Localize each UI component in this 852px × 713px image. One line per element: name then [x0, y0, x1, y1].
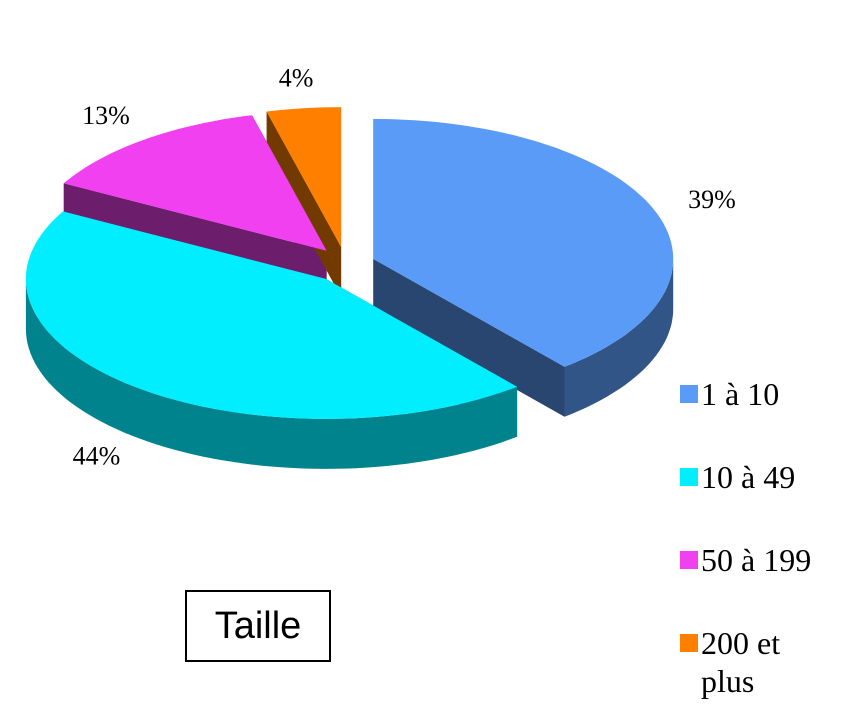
slice: [266, 107, 342, 248]
slice: [63, 115, 327, 251]
slice-cut-face: [266, 111, 342, 298]
legend-label: 200 et plus: [701, 625, 781, 699]
slice-cut-face: [373, 258, 565, 417]
data-label: 13%: [82, 101, 130, 130]
slice-side: [25, 278, 518, 469]
data-label: 44%: [73, 441, 121, 470]
legend-swatch: [680, 551, 698, 569]
slice: [373, 118, 674, 367]
legend-item: 10 à 49: [680, 458, 840, 496]
chart-title: Taille: [185, 590, 331, 662]
legend-swatch: [680, 634, 698, 652]
legend: 1 à 10 10 à 49 50 à 199 200 et plus: [680, 375, 840, 713]
tops: [25, 107, 674, 419]
data-label: 4%: [279, 63, 314, 92]
legend-label: 10 à 49: [701, 459, 796, 495]
legend-swatch: [680, 468, 698, 486]
legend-item: 1 à 10: [680, 375, 840, 413]
slice: [25, 211, 518, 419]
data-label: 39%: [688, 185, 736, 214]
legend-label: 50 à 199: [701, 542, 812, 578]
slice-side: [564, 258, 674, 417]
legend-item: 200 et plus: [680, 624, 840, 700]
legend-label: 1 à 10: [701, 376, 780, 412]
legend-swatch: [680, 385, 698, 403]
legend-item: 50 à 199: [680, 541, 840, 579]
